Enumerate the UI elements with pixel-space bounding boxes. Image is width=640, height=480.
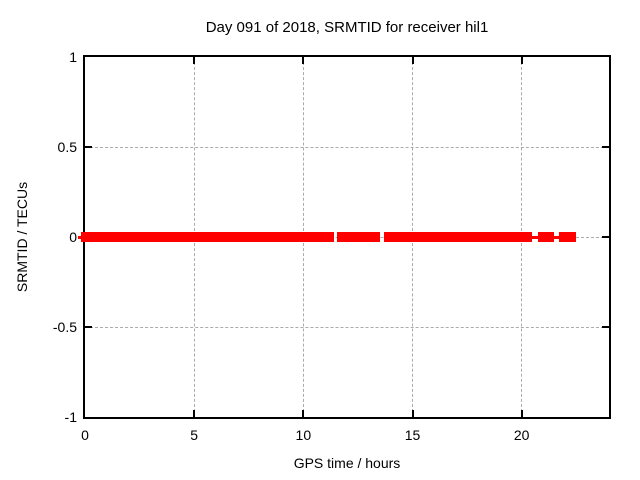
y-tick-left — [85, 326, 92, 328]
x-tick-bottom — [302, 410, 305, 417]
y-tick-label: 1 — [69, 49, 77, 65]
data-segment — [80, 232, 334, 242]
x-tick-top — [520, 57, 523, 64]
y-tick-label: 0.5 — [57, 139, 77, 155]
y-tick-right — [602, 236, 609, 238]
data-segment — [554, 235, 559, 239]
x-axis-label: GPS time / hours — [293, 455, 401, 471]
x-tick-top — [302, 57, 305, 64]
x-tick-top — [411, 57, 414, 64]
y-tick-right — [602, 146, 609, 148]
y-tick-label: -1 — [64, 409, 77, 425]
y-tick-label: 0 — [69, 229, 77, 245]
data-segment — [559, 232, 577, 242]
data-segment — [531, 235, 539, 239]
x-tick-bottom — [411, 410, 414, 417]
data-segment — [384, 232, 532, 242]
plot-area — [78, 55, 611, 419]
y-gridline — [85, 326, 609, 328]
x-tick-label: 15 — [404, 427, 421, 443]
y-tick-left — [85, 146, 92, 148]
y-axis-label: SRMTID / TECUs — [14, 181, 30, 293]
x-tick-label: 0 — [81, 427, 89, 443]
chart-title: Day 091 of 2018, SRMTID for receiver hil… — [205, 19, 489, 36]
y-tick-right — [602, 326, 609, 328]
y-tick-label: -0.5 — [52, 319, 77, 335]
x-tick-bottom — [520, 410, 523, 417]
data-segment — [538, 232, 555, 242]
x-tick-top — [193, 57, 196, 64]
y-gridline — [85, 146, 609, 148]
data-segment — [336, 232, 380, 242]
x-tick-label: 10 — [295, 427, 312, 443]
x-tick-label: 20 — [513, 427, 530, 443]
x-tick-label: 5 — [190, 427, 199, 443]
x-tick-bottom — [193, 410, 196, 417]
